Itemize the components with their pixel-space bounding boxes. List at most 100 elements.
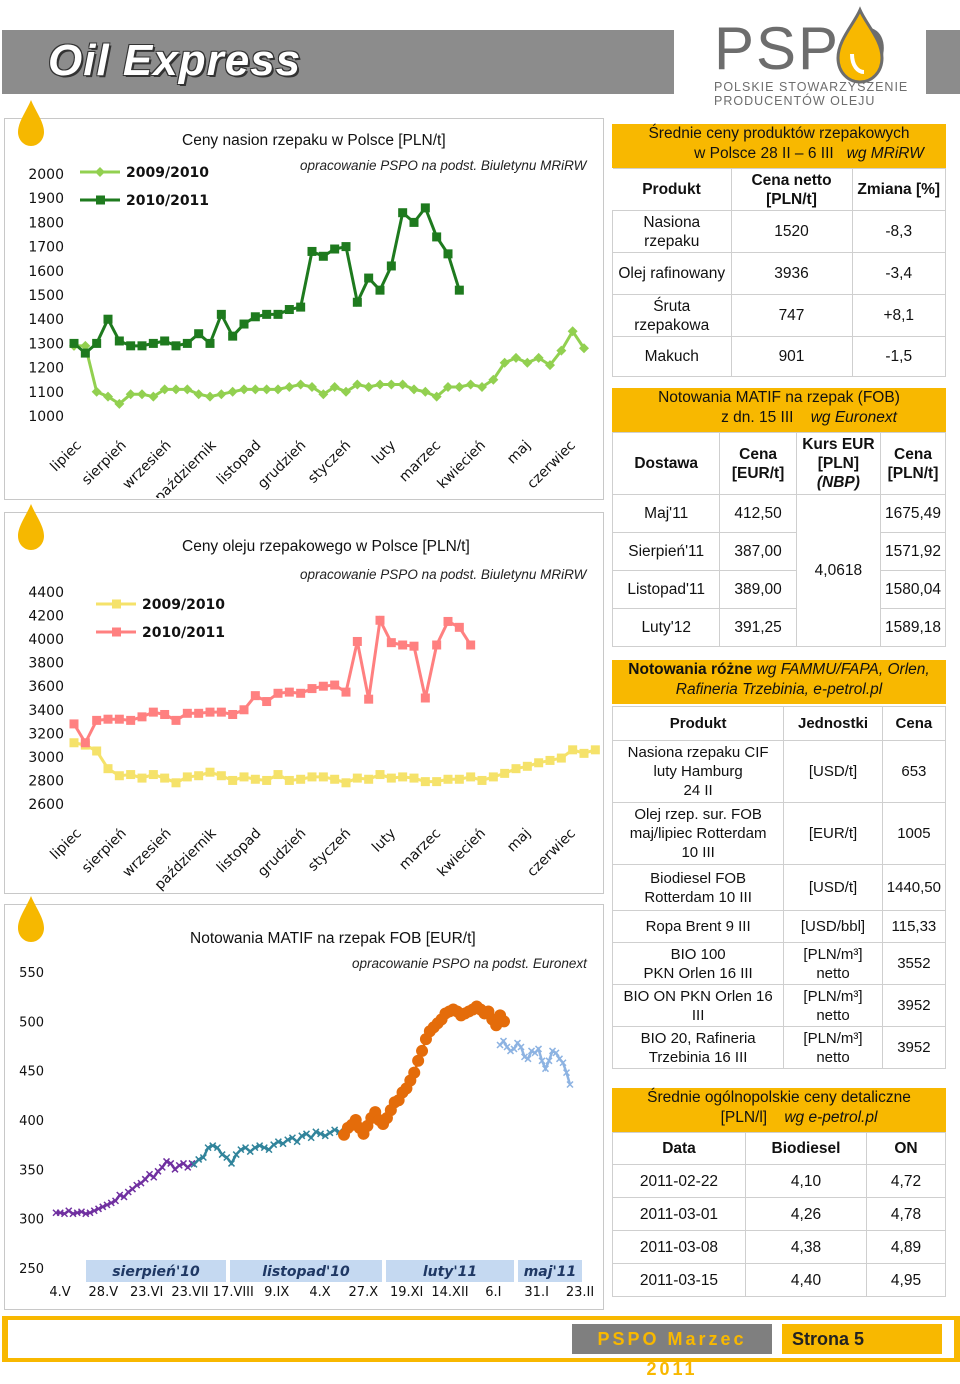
data-point bbox=[250, 774, 260, 784]
data-point bbox=[522, 761, 532, 771]
data-point bbox=[488, 772, 498, 782]
t3-product-line: Olej rzep. sur. FOB bbox=[634, 806, 762, 823]
data-point bbox=[386, 773, 396, 783]
month-band bbox=[230, 1260, 382, 1282]
data-point bbox=[182, 384, 193, 395]
data-point bbox=[125, 389, 136, 400]
data-point bbox=[114, 398, 125, 409]
data-point bbox=[520, 1053, 529, 1061]
t3-unit-line: [PLN/m³] bbox=[803, 1029, 863, 1047]
data-point bbox=[538, 1057, 546, 1065]
data-point bbox=[397, 379, 408, 390]
data-point bbox=[194, 708, 204, 718]
data-point bbox=[318, 389, 329, 400]
data-point bbox=[218, 1151, 226, 1159]
data-point bbox=[92, 338, 102, 348]
data-point bbox=[284, 1136, 292, 1144]
month-band-label: luty'11 bbox=[423, 1264, 477, 1280]
data-point bbox=[548, 1047, 557, 1055]
series-line bbox=[499, 1038, 572, 1085]
data-point bbox=[274, 1138, 282, 1146]
data-point bbox=[517, 1043, 525, 1051]
data-point bbox=[330, 680, 340, 690]
data-point bbox=[228, 331, 238, 341]
table4-title: Średnie ogólnopolskie ceny detaliczne [P… bbox=[612, 1088, 946, 1132]
data-point bbox=[375, 285, 385, 295]
chart2-panel bbox=[4, 512, 604, 894]
x-tick-label: 4.X bbox=[309, 1285, 330, 1300]
t4-r1c1: 4,26 bbox=[745, 1197, 867, 1231]
data-point bbox=[227, 386, 238, 397]
data-point bbox=[261, 384, 272, 395]
table1-title: Średnie ceny produktów rzepakowych w Pol… bbox=[612, 124, 946, 168]
t4-r0c2: 4,72 bbox=[866, 1164, 946, 1198]
table2-title-line2: z dn. 15 III bbox=[721, 409, 794, 426]
data-point bbox=[318, 681, 328, 691]
t3-product-line: maj/lipiec Rotterdam bbox=[629, 825, 767, 842]
t2-r3c0: Luty'12 bbox=[611, 608, 721, 647]
data-point bbox=[364, 774, 374, 784]
t1-r3c2: -1,5 bbox=[851, 336, 946, 377]
t1-h1: Cena netto [PLN/t] bbox=[730, 168, 853, 211]
t3-product: BIO 100 PKN Orlen 16 III bbox=[611, 942, 785, 985]
x-tick-label: maj bbox=[504, 826, 534, 856]
data-point bbox=[256, 1142, 264, 1150]
chart3-source: opracowanie PSPO na podst. Euronext bbox=[352, 956, 587, 971]
data-point bbox=[69, 719, 79, 729]
data-point bbox=[375, 615, 385, 625]
header-bar bbox=[2, 30, 674, 94]
chart1-title: Ceny nasion rzepaku w Polsce [PLN/t] bbox=[182, 132, 446, 149]
t1-r0c1: 1520 bbox=[730, 210, 853, 253]
data-point bbox=[534, 1045, 543, 1053]
data-point bbox=[239, 319, 249, 329]
data-point bbox=[182, 772, 192, 782]
chart2-title: Ceny oleju rzepakowego w Polsce [PLN/t] bbox=[182, 538, 470, 555]
t3-price: 653 bbox=[881, 740, 947, 803]
t3-unit: [PLN/m³] netto bbox=[783, 942, 883, 985]
series-line bbox=[73, 204, 461, 356]
data-point bbox=[77, 1208, 86, 1216]
t2-r1c2: 1571,92 bbox=[879, 532, 947, 571]
data-point bbox=[171, 715, 181, 725]
t4-r0c1: 4,10 bbox=[745, 1164, 867, 1198]
data-point bbox=[296, 774, 306, 784]
data-point bbox=[541, 1065, 550, 1073]
data-point bbox=[103, 314, 113, 324]
t3-price: 3952 bbox=[881, 1026, 947, 1069]
data-point bbox=[499, 357, 510, 368]
data-point bbox=[205, 391, 215, 402]
data-point bbox=[409, 384, 419, 395]
t1-r1c2: -3,4 bbox=[851, 252, 946, 295]
data-point bbox=[216, 309, 226, 319]
y-tick-label: 350 bbox=[19, 1163, 44, 1178]
data-point bbox=[284, 305, 294, 315]
table3-title-src2: Rafineria Trzebinia, e-petrol.pl bbox=[675, 681, 883, 698]
t2-r3c2: 1589,18 bbox=[879, 608, 947, 647]
data-point bbox=[126, 715, 136, 725]
t3-product-line: 24 II bbox=[683, 782, 713, 799]
drop-icon-3 bbox=[18, 896, 44, 942]
x-tick-label: czerwiec bbox=[524, 826, 579, 881]
data-point bbox=[167, 1159, 175, 1167]
data-point bbox=[432, 777, 442, 787]
data-point bbox=[510, 1045, 518, 1053]
data-point bbox=[454, 622, 464, 632]
t3-product-line: Rotterdam 10 III bbox=[644, 888, 752, 906]
data-point bbox=[443, 616, 453, 626]
data-point bbox=[341, 778, 351, 788]
y-tick-label: 300 bbox=[19, 1213, 44, 1228]
y-tick-label: 3000 bbox=[28, 750, 64, 766]
y-tick-label: 450 bbox=[19, 1065, 44, 1080]
data-point bbox=[330, 774, 340, 784]
y-tick-label: 1000 bbox=[28, 409, 64, 425]
data-point bbox=[398, 772, 408, 782]
legend-marker bbox=[95, 167, 105, 177]
data-point bbox=[307, 1134, 315, 1142]
data-point bbox=[90, 1207, 98, 1215]
x-tick-label: luty bbox=[369, 826, 399, 856]
data-point bbox=[103, 1201, 111, 1209]
t3-unit: [USD/t] bbox=[783, 864, 883, 911]
t4-r0c0: 2011-02-22 bbox=[612, 1164, 746, 1198]
t2-kurs: 4,0618 bbox=[795, 494, 881, 647]
y-tick-label: 3600 bbox=[28, 679, 64, 695]
